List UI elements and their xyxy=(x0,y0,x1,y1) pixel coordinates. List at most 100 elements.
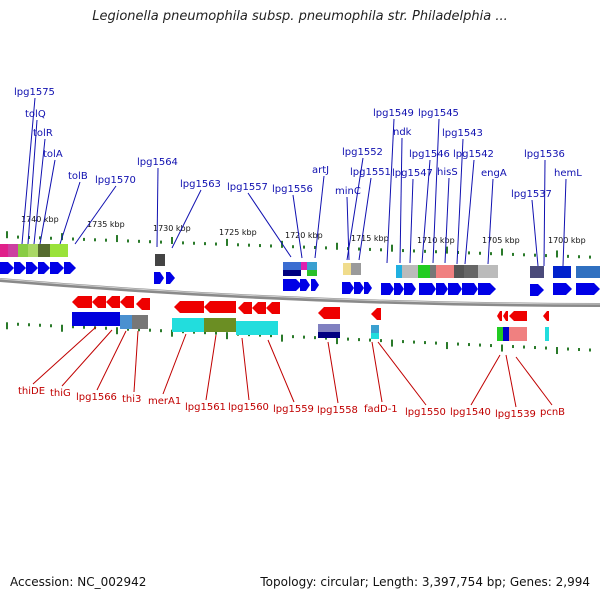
scale-labels: 1740 kbp 1735 kbp 1730 kbp 1725 kbp 1720 kbp… xyxy=(21,215,586,245)
forward-gene-arrows xyxy=(0,262,600,296)
tick-mark-top xyxy=(391,244,393,252)
top-gene-label: lpg1545 xyxy=(418,108,459,119)
top-label-leader xyxy=(346,196,350,261)
bottom-gene-label: thi3 xyxy=(122,394,141,405)
top-label-leaders xyxy=(21,97,567,267)
top-label-leader xyxy=(464,159,475,265)
tick-mark-top xyxy=(479,251,481,255)
tick-mark-top xyxy=(6,231,8,239)
tick-mark-top xyxy=(413,249,415,253)
scale-label: 1700 kbp xyxy=(548,236,586,245)
tick-mark-bottom xyxy=(545,346,547,350)
top-label-leader xyxy=(399,137,403,264)
bottom-gene-label: lpg1550 xyxy=(405,407,446,418)
bottom-gene-label: lpg1561 xyxy=(185,402,226,413)
top-gene-label: lpg1563 xyxy=(180,179,221,190)
top-gene-label: tolQ xyxy=(25,109,46,120)
tick-mark-top xyxy=(468,251,470,255)
tick-mark-bottom xyxy=(567,347,569,351)
tick-mark-top xyxy=(446,246,448,254)
tick-mark-bottom xyxy=(578,348,580,352)
top-label-leader xyxy=(27,119,38,245)
accession-text: Accession: NC_002942 xyxy=(10,575,147,589)
tick-mark-top xyxy=(160,240,162,244)
genome-backbone-highlight xyxy=(0,278,600,305)
bottom-label-leader xyxy=(470,354,501,406)
top-label-leader xyxy=(562,178,567,267)
top-label-leader xyxy=(487,178,494,265)
tick-mark-bottom xyxy=(325,336,327,340)
top-label-leader xyxy=(156,167,159,248)
tick-mark-bottom xyxy=(402,340,404,344)
tick-mark-top xyxy=(204,242,206,246)
tick-mark-top xyxy=(556,250,558,258)
tick-mark-bottom xyxy=(589,348,591,352)
tick-mark-bottom xyxy=(116,327,118,335)
tick-mark-top xyxy=(325,246,327,250)
top-gene-label: artJ xyxy=(312,165,329,176)
scale-label: 1710 kbp xyxy=(417,236,455,245)
bottom-gene-label: merA1 xyxy=(148,396,181,407)
bottom-label-leader xyxy=(377,341,427,406)
genome-backbone xyxy=(0,278,600,307)
tick-mark-bottom xyxy=(435,341,437,345)
tick-mark-top xyxy=(138,239,140,243)
top-gene-label: lpg1536 xyxy=(524,149,565,160)
tick-mark-top xyxy=(50,236,52,240)
tick-mark-bottom xyxy=(490,344,492,348)
scale-label: 1720 kbp xyxy=(285,231,323,240)
tick-mark-bottom xyxy=(259,333,261,337)
bottom-label-leader xyxy=(267,339,295,403)
tick-mark-top xyxy=(94,238,96,242)
tick-mark-top xyxy=(402,249,404,253)
top-gene-label: hisS xyxy=(437,167,458,178)
tick-mark-top xyxy=(490,252,492,256)
top-gene-label: hemL xyxy=(554,168,582,179)
tick-mark-top xyxy=(523,253,525,257)
tick-mark-top xyxy=(303,245,305,249)
tick-mark-top xyxy=(17,235,19,239)
tick-mark-top xyxy=(512,252,514,256)
top-label-leader xyxy=(444,177,450,264)
tick-mark-top xyxy=(127,239,129,243)
tick-mark-top xyxy=(193,241,195,245)
tick-mark-top xyxy=(215,242,217,246)
top-label-leader xyxy=(21,97,36,245)
tick-mark-top xyxy=(567,254,569,258)
top-gene-label: lpg1542 xyxy=(453,149,494,160)
tick-mark-top xyxy=(72,237,74,241)
top-gene-label: lpg1552 xyxy=(342,147,383,158)
map-title: Legionella pneumophila subsp. pneumophil… xyxy=(92,9,508,24)
tick-mark-top xyxy=(171,236,173,244)
bottom-gene-label: lpg1540 xyxy=(450,407,491,418)
tick-mark-top xyxy=(435,250,437,254)
tick-mark-top xyxy=(424,249,426,253)
tick-mark-bottom xyxy=(204,331,206,335)
tick-mark-top xyxy=(237,243,239,247)
tick-mark-top xyxy=(28,235,30,239)
scale-label: 1715 kbp xyxy=(351,234,389,243)
top-label-leader xyxy=(531,199,539,267)
tick-mark-top xyxy=(182,241,184,245)
bottom-gene-label: lpg1566 xyxy=(76,392,117,403)
top-label-leader xyxy=(386,118,395,264)
top-gene-label: tolR xyxy=(33,128,53,139)
tick-mark-top xyxy=(105,238,107,242)
scale-label: 1740 kbp xyxy=(21,215,59,224)
bottom-gene-labels: thiDE thiG lpg1566 thi3 merA1 lpg1561 lpg1560 l… xyxy=(18,386,565,420)
tick-mark-top xyxy=(358,247,360,251)
tick-mark-bottom xyxy=(281,334,283,342)
bottom-label-leader xyxy=(205,334,217,401)
tick-mark-bottom xyxy=(413,340,415,344)
top-gene-label: engA xyxy=(481,168,507,179)
tick-mark-bottom xyxy=(501,344,503,352)
tick-mark-bottom xyxy=(149,328,151,332)
tick-mark-bottom xyxy=(6,322,8,330)
tick-mark-top xyxy=(292,245,294,249)
tick-mark-bottom xyxy=(28,323,30,327)
top-gene-label: lpg1564 xyxy=(137,157,178,168)
tick-mark-bottom xyxy=(215,331,217,335)
scale-label: 1725 kbp xyxy=(219,228,257,237)
